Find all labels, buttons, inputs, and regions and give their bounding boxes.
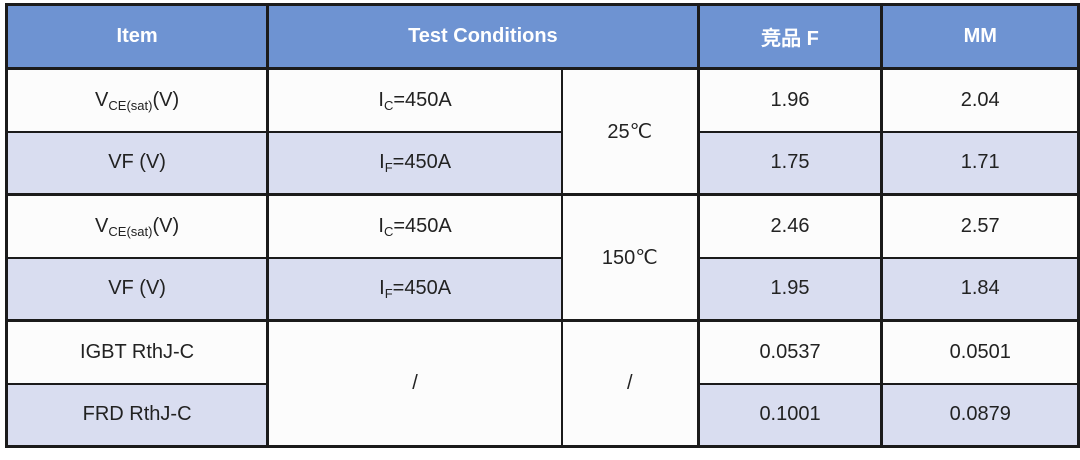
cond-label-subscript: F bbox=[384, 286, 393, 302]
cond-label-suffix: =450A bbox=[393, 214, 452, 237]
cell-temp-25: 25℃ bbox=[560, 67, 700, 196]
cell-item-vf-150: VF (V) bbox=[5, 256, 269, 322]
cond-label-subscript: C bbox=[383, 97, 394, 113]
cell-item-vf-25: VF (V) bbox=[5, 130, 269, 196]
cond-label-subscript: C bbox=[383, 223, 394, 239]
cond-label: I bbox=[378, 214, 384, 237]
cell-f-value: 1.95 bbox=[696, 256, 883, 322]
cell-mm-value: 0.0501 bbox=[880, 319, 1080, 385]
table-row-igbt-rth: IGBT RthJ-C / / 0.0537 0.0501 bbox=[5, 319, 1080, 448]
cell-mm-value: 2.04 bbox=[880, 67, 1080, 133]
cell-f-value: 1.75 bbox=[696, 130, 883, 196]
cell-mm-value: 1.84 bbox=[880, 256, 1080, 322]
cell-temp-slash: / bbox=[560, 319, 700, 448]
cell-item-frd-rth: FRD RthJ-C bbox=[5, 382, 269, 448]
table-row-frd-rth: FRD RthJ-C 0.1001 0.0879 bbox=[5, 382, 1080, 448]
table-row-vf-25: VF (V) IF=450A 1.75 1.71 bbox=[5, 130, 1080, 196]
cond-label-suffix: =450A bbox=[392, 151, 452, 174]
item-label-suffix: (V) bbox=[152, 88, 180, 111]
cell-temp-150: 150℃ bbox=[560, 193, 700, 322]
cond-label: I bbox=[379, 151, 385, 174]
item-label: VF (V) bbox=[108, 151, 166, 174]
cell-cond-ic-25: IC=450A bbox=[266, 67, 563, 133]
item-label: V bbox=[95, 214, 109, 237]
header-row: Item Test Conditions 竞品 F MM bbox=[5, 3, 1080, 70]
cond-label-subscript: F bbox=[384, 160, 393, 176]
item-label: VF (V) bbox=[108, 277, 166, 300]
comparison-table: Item Test Conditions 竞品 F MM VCE(sat)(V)… bbox=[5, 3, 1080, 448]
cond-label-suffix: =450A bbox=[393, 88, 452, 111]
cell-f-value: 1.96 bbox=[696, 67, 883, 133]
cell-mm-value: 2.57 bbox=[880, 193, 1080, 259]
cell-mm-value: 1.71 bbox=[880, 130, 1080, 196]
item-label: V bbox=[95, 88, 109, 111]
cell-f-value: 0.1001 bbox=[696, 382, 883, 448]
comparison-table-container: Item Test Conditions 竞品 F MM VCE(sat)(V)… bbox=[5, 3, 1080, 448]
cell-item-vce-150: VCE(sat)(V) bbox=[5, 193, 269, 259]
table-row-vce-150: VCE(sat)(V) IC=450A 150℃ 2.46 2.57 bbox=[5, 193, 1080, 322]
cond-label: I bbox=[379, 277, 385, 300]
cell-item-vce-25: VCE(sat)(V) bbox=[5, 67, 269, 133]
item-label-subscript: CE(sat) bbox=[108, 223, 153, 239]
cond-label-suffix: =450A bbox=[392, 277, 452, 300]
cell-mm-value: 0.0879 bbox=[880, 382, 1080, 448]
item-label-suffix: (V) bbox=[152, 214, 180, 237]
item-label-subscript: CE(sat) bbox=[108, 97, 153, 113]
table-row-vf-150: VF (V) IF=450A 1.95 1.84 bbox=[5, 256, 1080, 322]
cell-f-value: 2.46 bbox=[696, 193, 883, 259]
header-cell-competitor-f: 竞品 F bbox=[696, 3, 883, 70]
cell-cond-if-150: IF=450A bbox=[266, 256, 563, 322]
item-label: FRD RthJ-C bbox=[82, 403, 192, 426]
header-cell-mm: MM bbox=[880, 3, 1080, 70]
cell-cond-if-25: IF=450A bbox=[266, 130, 563, 196]
cell-f-value: 0.0537 bbox=[696, 319, 883, 385]
cell-cond-slash: / bbox=[266, 319, 563, 448]
cell-cond-ic-150: IC=450A bbox=[266, 193, 563, 259]
header-cell-test-conditions: Test Conditions bbox=[266, 3, 700, 70]
cell-item-igbt-rth: IGBT RthJ-C bbox=[5, 319, 269, 385]
table-row-vce-25: VCE(sat)(V) IC=450A 25℃ 1.96 2.04 bbox=[5, 67, 1080, 196]
cond-label: I bbox=[378, 88, 384, 111]
item-label: IGBT RthJ-C bbox=[80, 340, 195, 363]
header-cell-item: Item bbox=[5, 3, 269, 70]
